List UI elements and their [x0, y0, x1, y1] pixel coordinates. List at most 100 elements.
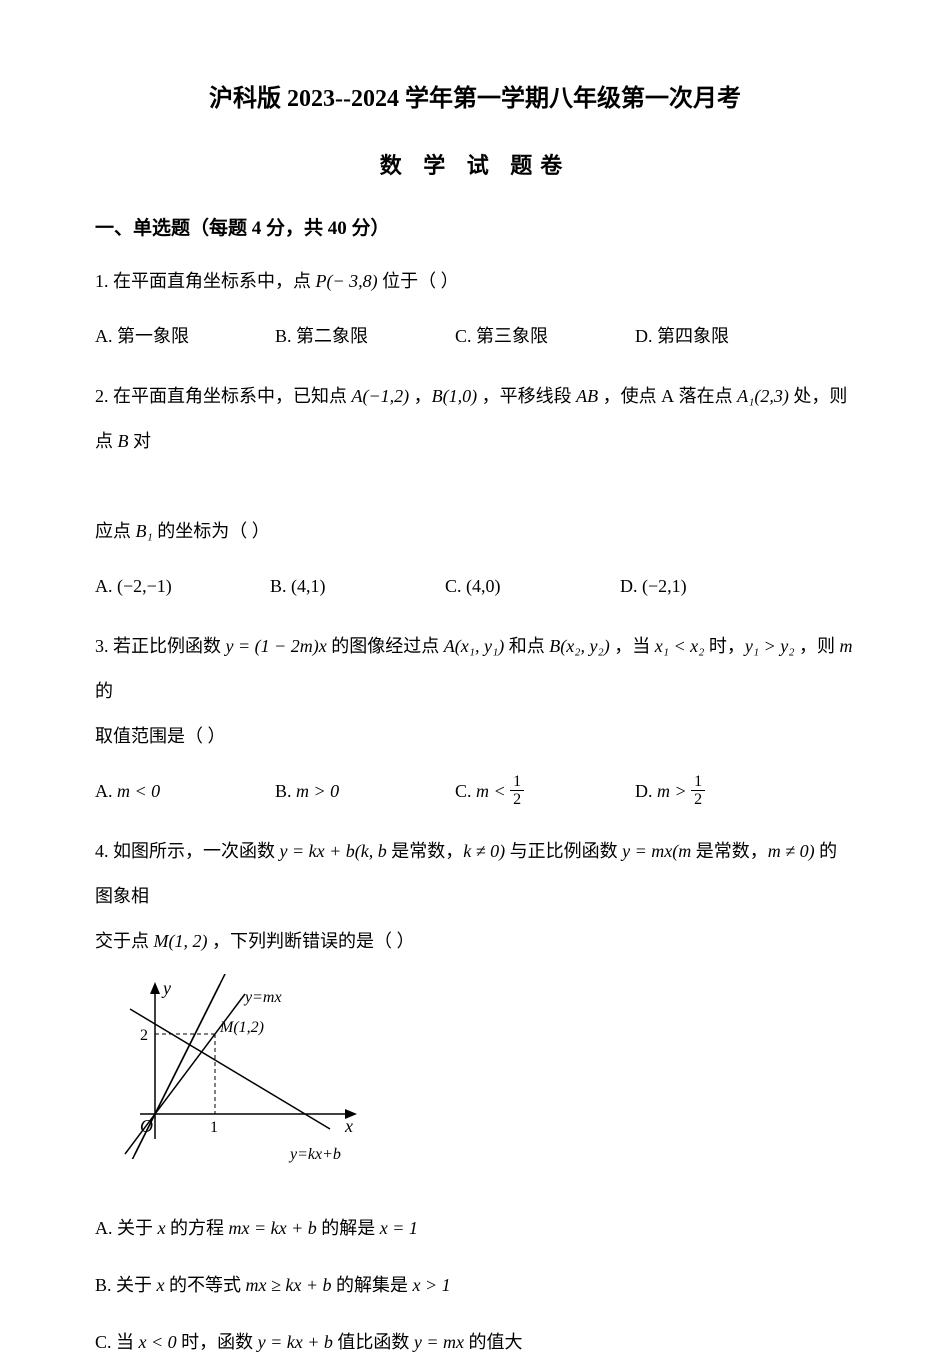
- q2-optD-val: (−2,1): [642, 576, 687, 596]
- q4-graph: y x O 1 2 M(1,2) y=mx y=kx+b: [115, 974, 855, 1191]
- q3-optA: A. m < 0: [95, 769, 275, 814]
- q2-t8: 应点: [95, 521, 136, 541]
- q3-options: A. m < 0 B. m > 0 C. m < 12 D. m > 12: [95, 769, 855, 814]
- question-2: 2. 在平面直角坐标系中，已知点 A(−1,2) ，B(1,0) ，平移线段 A…: [95, 374, 855, 609]
- q3-optD-prefix: m >: [657, 781, 691, 801]
- q4-sC-3: 值比函数: [333, 1332, 414, 1352]
- q1-prefix: 1. 在平面直角坐标系中，点: [95, 271, 316, 291]
- q3-optB-label: B.: [275, 781, 296, 801]
- q4-pM: M(1, 2): [154, 931, 208, 951]
- q2-optA: A. (−2,−1): [95, 564, 270, 609]
- q2-t1: 2. 在平面直角坐标系中，已知点: [95, 386, 352, 406]
- q4-sC-eq2: y = mx: [414, 1332, 464, 1352]
- q3-optD: D. m > 12: [635, 769, 815, 814]
- q4-stmt-B: B. 关于 x 的不等式 mx ≥ kx + b 的解集是 x > 1: [95, 1263, 855, 1308]
- q4-t6: 交于点: [95, 931, 154, 951]
- q1-options: A. 第一象限 B. 第二象限 C. 第三象限 D. 第四象限: [95, 314, 855, 359]
- label-ykxb: y=kx+b: [288, 1146, 341, 1163]
- q3-optD-label: D.: [635, 781, 657, 801]
- q2-text: 2. 在平面直角坐标系中，已知点 A(−1,2) ，B(1,0) ，平移线段 A…: [95, 374, 855, 554]
- q2-t5: 落在点: [674, 386, 737, 406]
- q4-sC-1: C. 当: [95, 1332, 139, 1352]
- q4-eq1: y = kx + b(k, b: [280, 841, 387, 861]
- q4-sA-2: 的方程: [166, 1218, 229, 1238]
- q4-sC-4: 的值大: [464, 1332, 523, 1352]
- q1-optD: D. 第四象限: [635, 314, 815, 359]
- label-2: 2: [140, 1027, 148, 1044]
- section-heading: 一、单选题（每题 4 分，共 40 分）: [95, 214, 855, 244]
- label-M: M(1,2): [219, 1019, 264, 1036]
- q3-t2: 的图像经过点: [327, 636, 444, 656]
- q2-optC-label: C.: [445, 576, 466, 596]
- q2-optB: B. (4,1): [270, 564, 445, 609]
- label-O: O: [140, 1116, 153, 1136]
- q4-sB-1: B. 关于: [95, 1275, 157, 1295]
- q3-t3: 和点: [504, 636, 549, 656]
- q4-sB-3: 的解集是: [332, 1275, 413, 1295]
- q2-t2: ，: [409, 386, 432, 406]
- q2-pA: A(−1,2): [352, 386, 410, 406]
- q1-text: 1. 在平面直角坐标系中，点 P(− 3,8) 位于（ ）: [95, 259, 855, 304]
- y-axis-arrow: [150, 982, 160, 994]
- q4-eq2: y = mx(m: [622, 841, 691, 861]
- q3-pB: B(x₂, y₂): [549, 636, 609, 656]
- q2-pB1: B₁: [136, 521, 153, 541]
- q3-t1: 3. 若正比例函数: [95, 636, 226, 656]
- question-3: 3. 若正比例函数 y = (1 − 2m)x 的图像经过点 A(x₁, y₁)…: [95, 624, 855, 814]
- q3-optB: B. m > 0: [275, 769, 455, 814]
- q2-options: A. (−2,−1) B. (4,1) C. (4,0) D. (−2,1): [95, 564, 855, 609]
- q4-c1: k ≠ 0): [463, 841, 505, 861]
- q2-t3: ，平移线段: [477, 386, 576, 406]
- q3-m: m: [840, 636, 853, 656]
- sub-title: 数 学 试 题卷: [95, 148, 855, 183]
- q4-sB-eq: mx ≥ kx + b: [246, 1275, 332, 1295]
- label-1: 1: [210, 1119, 218, 1136]
- label-ymx: y=mx: [243, 989, 282, 1006]
- q2-optC-val: (4,0): [466, 576, 501, 596]
- q3-c2: y₁ > y₂: [745, 636, 795, 656]
- q4-c2: m ≠ 0): [768, 841, 815, 861]
- q4-text: 4. 如图所示，一次函数 y = kx + b(k, b 是常数，k ≠ 0) …: [95, 829, 855, 964]
- q2-seg: AB: [576, 386, 598, 406]
- q3-optC-num: 1: [510, 773, 524, 792]
- q3-t6: ，则: [795, 636, 840, 656]
- q4-graph-svg: y x O 1 2 M(1,2) y=mx y=kx+b: [115, 974, 375, 1174]
- q3-optC-prefix: m <: [476, 781, 510, 801]
- q4-t4: 是常数，: [691, 841, 768, 861]
- q2-pB: B(1,0): [432, 386, 477, 406]
- q2-ptA: A: [661, 386, 674, 406]
- q3-eq1: y = (1 − 2m)x: [226, 636, 327, 656]
- q1-optA: A. 第一象限: [95, 314, 275, 359]
- q2-optA-val: (−2,−1): [117, 576, 172, 596]
- q3-optD-num: 1: [691, 773, 705, 792]
- q4-sC-eq1: y = kx + b: [258, 1332, 333, 1352]
- q3-c1: x₁ < x₂: [655, 636, 705, 656]
- q2-ptB: B: [118, 431, 129, 451]
- question-1: 1. 在平面直角坐标系中，点 P(− 3,8) 位于（ ） A. 第一象限 B.…: [95, 259, 855, 359]
- q3-optD-den: 2: [691, 791, 705, 809]
- q1-point: P(− 3,8): [316, 271, 378, 291]
- q4-t2: 是常数，: [387, 841, 464, 861]
- q4-t3: 与正比例函数: [505, 841, 622, 861]
- q2-t9: 的坐标为（ ）: [153, 521, 270, 541]
- q4-t7: ，下列判断错误的是（ ）: [207, 931, 414, 951]
- label-y: y: [161, 978, 171, 998]
- q4-stmt-A: A. 关于 x 的方程 mx = kx + b 的解是 x = 1: [95, 1206, 855, 1251]
- q4-sA-3: 的解是: [317, 1218, 380, 1238]
- q2-optD: D. (−2,1): [620, 564, 795, 609]
- q4-sB-x: x: [157, 1275, 165, 1295]
- q3-optC-frac: 12: [510, 773, 524, 809]
- q2-optC: C. (4,0): [445, 564, 620, 609]
- q3-text: 3. 若正比例函数 y = (1 − 2m)x 的图像经过点 A(x₁, y₁)…: [95, 624, 855, 759]
- q4-sA-x: x: [158, 1218, 166, 1238]
- q2-pA1: A₁(2,3): [737, 386, 789, 406]
- q1-optC: C. 第三象限: [455, 314, 635, 359]
- q4-sC-2: 时，函数: [177, 1332, 258, 1352]
- q3-optC-den: 2: [510, 791, 524, 809]
- label-x: x: [344, 1116, 353, 1136]
- q4-sA-ans: x = 1: [380, 1218, 418, 1238]
- q3-t7: 的: [95, 681, 113, 701]
- q4-stmt-C: C. 当 x < 0 时，函数 y = kx + b 值比函数 y = mx 的…: [95, 1320, 855, 1365]
- q4-sB-ans: x > 1: [413, 1275, 451, 1295]
- question-4: 4. 如图所示，一次函数 y = kx + b(k, b 是常数，k ≠ 0) …: [95, 829, 855, 1365]
